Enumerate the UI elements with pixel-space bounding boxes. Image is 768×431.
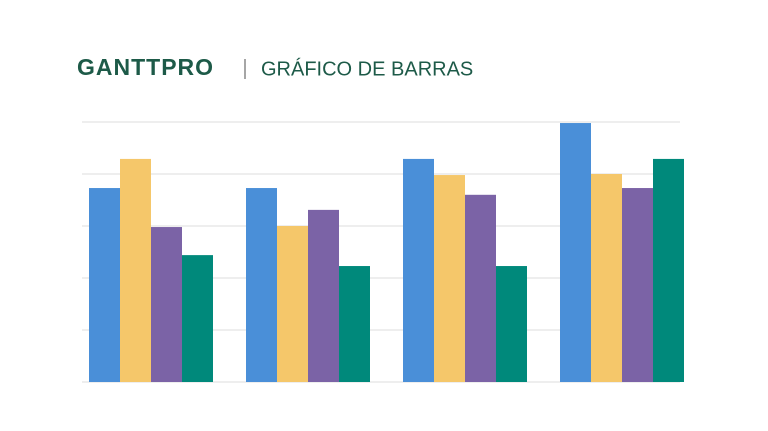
bar — [246, 188, 277, 382]
bar — [308, 209, 339, 382]
bar — [465, 194, 496, 382]
bar — [151, 227, 182, 382]
bar — [403, 158, 434, 382]
bar — [120, 158, 151, 382]
bar — [560, 123, 591, 382]
bar — [622, 188, 653, 382]
bar — [434, 175, 465, 382]
bar — [182, 255, 213, 382]
brand-logo: GANTTPRO — [77, 54, 214, 80]
chart-title: GRÁFICO DE BARRAS — [261, 57, 473, 80]
bar — [277, 226, 308, 382]
bar — [591, 174, 622, 382]
bar — [653, 158, 684, 382]
bar — [496, 266, 527, 382]
bar — [89, 188, 120, 382]
bar — [339, 266, 370, 382]
